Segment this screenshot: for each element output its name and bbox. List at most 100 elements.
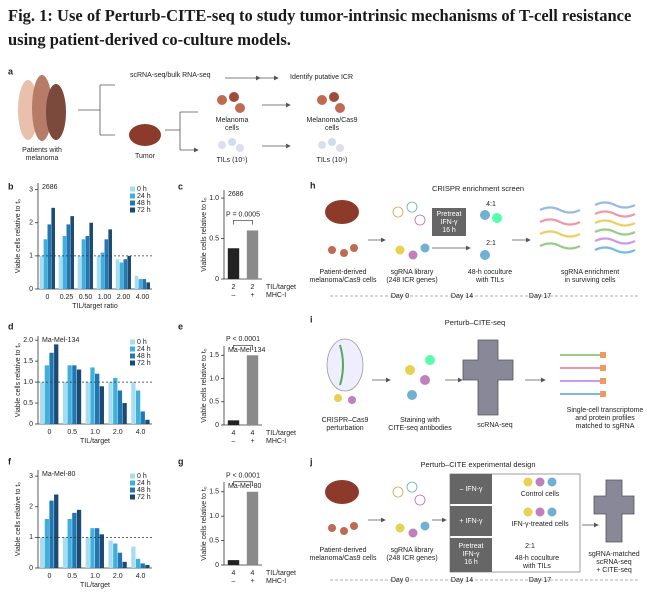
- diagram-text: Day 0: [391, 577, 409, 584]
- bar: [39, 255, 44, 289]
- y-tick-label: 0.5: [209, 235, 219, 242]
- diagram-ellipse: [325, 200, 359, 224]
- diagram-circle: [395, 523, 405, 533]
- diagram-rect: [600, 391, 606, 397]
- chart-subtitle: Ma-Mel-80: [42, 471, 76, 478]
- diagram-text: sgRNA enrichment in surviving cells: [561, 269, 619, 284]
- x-row-value: 4: [232, 570, 236, 577]
- diagram-text-line: sgRNA enrichment: [561, 269, 619, 276]
- diagram-ellipse: [326, 338, 364, 392]
- bar: [96, 255, 101, 289]
- y-tick-label: 1: [29, 534, 33, 541]
- bar: [72, 512, 77, 568]
- diagram-text-line: IFN-γ: [462, 551, 480, 558]
- panel-label: g: [178, 456, 184, 466]
- bar: [40, 537, 45, 568]
- diagram-text-line: melanoma/Cas9 cells: [310, 277, 377, 284]
- x-row-value: 4: [251, 570, 255, 577]
- legend-swatch: [130, 207, 135, 213]
- diagram-circle: [328, 524, 336, 532]
- bar: [66, 224, 71, 289]
- x-tick-label: 0.5: [67, 429, 77, 436]
- diagram-text: Pretreat IFN-γ 16 h: [437, 211, 462, 234]
- bar: [51, 207, 55, 289]
- bar: [47, 224, 52, 289]
- diagram-text: TILs (10⁵): [217, 157, 248, 164]
- diagram-text-line: 48-h coculture: [468, 269, 512, 276]
- diagram-path: [539, 242, 581, 250]
- panel-label: d: [8, 321, 14, 331]
- x-row-label: MHC-I: [266, 438, 286, 445]
- bar: [62, 236, 67, 289]
- diagram-circle: [420, 521, 430, 531]
- diagram-text: Day 0: [391, 293, 409, 300]
- y-tick-label: 0.5: [209, 537, 219, 544]
- diagram-circle: [414, 214, 426, 226]
- bar: [67, 519, 72, 568]
- y-axis-label: Viable cells relative to t₀: [201, 348, 208, 422]
- legend-label: 24 h: [137, 193, 151, 200]
- x-row-value: 4: [232, 430, 236, 437]
- x-tick-label: 4.0: [136, 429, 146, 436]
- x-tick-label: 0: [46, 294, 50, 301]
- diagram-circle: [328, 246, 336, 254]
- bar: [131, 546, 136, 568]
- bar: [122, 561, 127, 568]
- diagram-text: CRISPR enrichment screen: [432, 184, 524, 193]
- figure-title: Fig. 1: Use of Perturb-CITE-seq to study…: [8, 6, 632, 49]
- y-tick-label: 1.5: [209, 489, 219, 496]
- diagram-text: Day 14: [451, 293, 473, 300]
- legend-label: 48 h: [137, 353, 151, 360]
- diagram-text-line: melanoma: [26, 155, 59, 162]
- diagram-text: i: [310, 314, 313, 324]
- diagram-path: [165, 111, 198, 150]
- bar: [100, 252, 105, 289]
- legend-swatch: [130, 480, 135, 486]
- diagram-path: [594, 219, 636, 227]
- diagram-text: h: [310, 180, 316, 190]
- diagram-circle: [328, 138, 336, 146]
- diagram-circle: [547, 507, 557, 517]
- legend-swatch: [130, 360, 135, 366]
- panel-label: f: [8, 456, 12, 466]
- bar: [227, 560, 240, 565]
- diagram-text-line: CRISPR–Cas9: [322, 417, 369, 424]
- chart-subtitle: 2686: [42, 184, 58, 191]
- y-tick-label: 0: [215, 562, 219, 569]
- diagram-rect: [600, 365, 606, 371]
- diagram-text: 2:1: [525, 543, 535, 550]
- diagram-text-line: 16 h: [442, 227, 456, 234]
- x-axis-label: TIL/target: [80, 438, 110, 445]
- diagram-text: sgRNA library (248 ICR genes): [386, 547, 437, 562]
- diagram-circle: [229, 92, 239, 102]
- diagram-circle: [547, 477, 557, 487]
- legend-swatch: [130, 353, 135, 359]
- x-row-value: –: [232, 438, 236, 445]
- diagram-text: 4:1: [486, 201, 496, 208]
- diagram-text: scRNA-seq/bulk RNA-seq: [130, 72, 211, 79]
- bar: [142, 279, 147, 289]
- diagram-path: [593, 479, 635, 543]
- legend-swatch: [130, 346, 135, 352]
- y-axis-label: Viable cells relative to t₀: [201, 486, 208, 560]
- diagram-ellipse: [325, 480, 359, 504]
- x-tick-label: 0: [47, 573, 51, 580]
- bar: [95, 373, 100, 424]
- diagram-text: + IFN-γ: [459, 518, 483, 525]
- bar: [76, 369, 82, 424]
- y-tick-label: 1.0: [209, 513, 219, 520]
- x-row-value: +: [250, 438, 254, 445]
- diagram-text-line: IFN-γ: [440, 219, 458, 226]
- x-row-label: TIL/target: [266, 430, 296, 437]
- bar: [54, 494, 59, 568]
- bar: [58, 255, 63, 289]
- diagram-text-line: Patients with: [22, 147, 62, 154]
- diagram-g: [560, 354, 600, 395]
- diagram-text: a: [8, 66, 14, 76]
- bar: [135, 390, 141, 424]
- legend-swatch: [130, 339, 135, 345]
- diagram-circle: [420, 243, 430, 253]
- diagram-path: [539, 206, 581, 214]
- diagram-path: [339, 344, 344, 386]
- diagram-text-line: and protein profiles: [575, 415, 635, 422]
